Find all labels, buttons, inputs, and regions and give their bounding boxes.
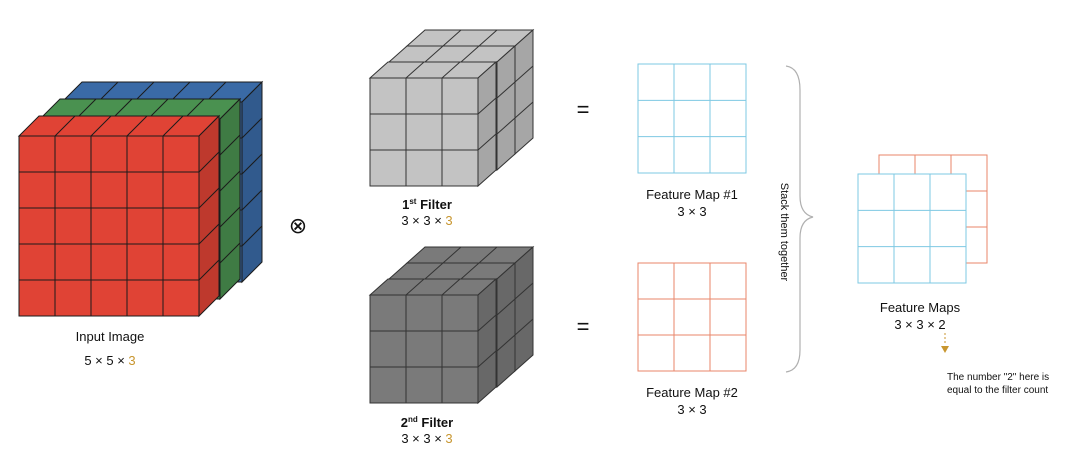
feature-map-2-dims: 3 × 3	[677, 402, 706, 417]
filter-1-slab-2-gridline	[424, 45, 444, 63]
input-image-label: Input Image	[76, 329, 145, 344]
filter-1-slab-1-front	[369, 77, 479, 187]
input-channel-2-gridline	[219, 134, 241, 156]
feature-map-1-label: Feature Map #1	[646, 187, 738, 202]
input-channel-3-gridline	[241, 189, 263, 211]
filter-1-slab-2-top	[387, 45, 517, 63]
filter-1-slab-2-gridline	[496, 117, 516, 135]
stacked-map-1-border	[857, 173, 967, 284]
filter-1-title: 1st Filter	[402, 197, 452, 212]
input-channel-2-gridline	[219, 206, 241, 228]
filter-1-slab-3-gridline	[514, 101, 534, 119]
feature-map-1-border	[637, 63, 747, 174]
filter-2-slab-1	[368, 277, 498, 405]
filter-2-slab-1-gridline	[477, 350, 497, 368]
filter-1-slab-1	[368, 60, 498, 188]
filter-2-slab-1-front	[369, 294, 479, 404]
filter-2-slab-3-top	[405, 246, 535, 264]
filter-2-slab-3-gridline	[514, 282, 534, 300]
filter-1-cube	[368, 28, 535, 188]
input-channel-1-gridline	[198, 151, 220, 173]
input-channel-1-gridline	[90, 115, 112, 137]
input-channel-1-gridline	[198, 259, 220, 281]
input-channel-3-side	[241, 80, 263, 284]
equals-sign-2: =	[577, 314, 590, 339]
filter-2-slab-1-gridline	[477, 314, 497, 332]
filter-1-slab-2-gridline	[496, 81, 516, 99]
filter-1-slab-3-gridline	[478, 29, 498, 47]
input-channel-1-gridline	[162, 115, 184, 137]
filter-1-slab-1-top	[368, 61, 498, 79]
filter-2-slab-3-gridline	[442, 246, 462, 264]
input-channel-2-gridline	[219, 242, 241, 264]
feature-map-1-dims: 3 × 3	[677, 204, 706, 219]
filter-1-slab-1-gridline	[441, 61, 461, 79]
filter-2-slab-1-top	[368, 278, 498, 296]
input-channel-1	[17, 114, 221, 318]
filter-1-slab-1-gridline	[477, 97, 497, 115]
input-channel-2-gridline	[219, 170, 241, 192]
input-channel-1-front	[18, 135, 200, 317]
feature-map-1-grid	[637, 63, 747, 174]
filter-1-slab-3-top	[405, 29, 535, 47]
filter-2-slab-2-gridline	[460, 262, 480, 280]
filter-2-slab-2-gridline	[496, 298, 516, 316]
input-channel-2-side	[219, 97, 241, 301]
filter-2-slab-3-gridline	[514, 318, 534, 336]
brace-icon	[785, 65, 814, 373]
filter-1-slab-3-gridline	[514, 65, 534, 83]
stacked-map-1	[857, 173, 967, 284]
input-channel-3-gridline	[241, 153, 263, 175]
filter-1-slab-2-side	[496, 44, 516, 172]
feature-map-2-grid	[637, 262, 747, 372]
filter-2-title: 2nd Filter	[401, 415, 453, 430]
note-line-2: equal to the filter count	[947, 385, 1048, 396]
filter-1-slab-1-gridline	[477, 133, 497, 151]
filter-2-slab-2-top	[387, 262, 517, 280]
convolution-operator-icon: ⊗	[289, 213, 307, 238]
feature-maps-label: Feature Maps	[880, 300, 961, 315]
filter-2-slab-3-gridline	[478, 246, 498, 264]
stacked-feature-maps	[857, 154, 988, 284]
filter-2-slab-2-gridline	[496, 334, 516, 352]
feature-map-2-label: Feature Map #2	[646, 385, 738, 400]
filter-2-cube	[368, 245, 535, 405]
filter-2-slab-1-gridline	[405, 278, 425, 296]
input-channel-1-side	[198, 114, 220, 318]
stack-them-together-label: Stack them together	[778, 183, 790, 282]
input-image-cube	[17, 80, 264, 318]
input-channel-1-top	[17, 115, 221, 137]
filter-1-slab-3-gridline	[442, 29, 462, 47]
filter-1-slab-1-gridline	[405, 61, 425, 79]
feature-map-2-border	[637, 262, 747, 372]
filter-2-slab-2-side	[496, 261, 516, 389]
feature-map-1	[637, 63, 747, 174]
feature-maps-dims: 3 × 3 × 2	[894, 317, 945, 332]
filter-1-slab-2-gridline	[460, 45, 480, 63]
feature-map-2	[637, 262, 747, 372]
input-channel-1-gridline	[198, 187, 220, 209]
filter-1-dims: 3 × 3 × 3	[401, 213, 452, 228]
input-channel-1-gridline	[198, 223, 220, 245]
input-channel-3-gridline	[241, 117, 263, 139]
input-channel-1-gridline	[54, 115, 76, 137]
input-image-dims: 5 × 5 × 3	[84, 353, 135, 368]
filter-2-dims: 3 × 3 × 3	[401, 431, 452, 446]
filter-2-slab-3-side	[514, 245, 534, 373]
input-channel-1-gridline	[126, 115, 148, 137]
filter-1-slab-1-side	[477, 60, 497, 188]
note-arrow-icon	[941, 346, 949, 353]
filter-1-slab-3-side	[514, 28, 534, 156]
input-channel-3-gridline	[241, 225, 263, 247]
filter-2-slab-1-gridline	[441, 278, 461, 296]
equals-sign-1: =	[577, 97, 590, 122]
filter-2-slab-2-gridline	[424, 262, 444, 280]
note-line-1: The number "2" here is	[947, 372, 1049, 383]
filter-2-slab-1-side	[477, 277, 497, 405]
